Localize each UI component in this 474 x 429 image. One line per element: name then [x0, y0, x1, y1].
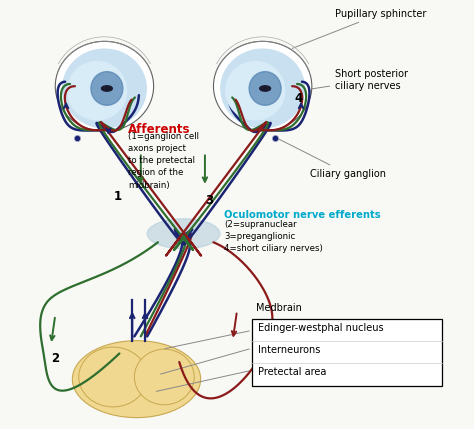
Ellipse shape	[63, 49, 146, 128]
Text: Medbrain: Medbrain	[256, 303, 302, 313]
Ellipse shape	[68, 61, 127, 120]
Ellipse shape	[147, 219, 220, 249]
Text: Short posterior
ciliary nerves: Short posterior ciliary nerves	[302, 69, 408, 91]
Text: 2: 2	[51, 352, 59, 365]
Text: Pretectal area: Pretectal area	[258, 367, 327, 377]
Text: Ciliary ganglion: Ciliary ganglion	[279, 139, 386, 179]
Ellipse shape	[55, 41, 154, 131]
Text: Oculomotor nerve efferents: Oculomotor nerve efferents	[224, 210, 381, 220]
Ellipse shape	[249, 72, 281, 105]
Text: (1=ganglion cell
axons project
to the pretectal
region of the
midbrain): (1=ganglion cell axons project to the pr…	[128, 132, 199, 190]
Text: 3: 3	[205, 194, 213, 207]
Ellipse shape	[134, 349, 194, 405]
Ellipse shape	[73, 341, 201, 417]
Text: 1: 1	[113, 190, 121, 202]
Text: Edinger-westphal nucleus: Edinger-westphal nucleus	[258, 323, 384, 332]
Text: Interneurons: Interneurons	[258, 345, 321, 355]
Text: (2=supranuclear
3=preganglionic
4=short ciliary nerves): (2=supranuclear 3=preganglionic 4=short …	[224, 220, 323, 254]
Text: Pupillary sphincter: Pupillary sphincter	[292, 9, 427, 48]
Text: Afferents: Afferents	[128, 123, 191, 136]
Text: 4: 4	[295, 92, 303, 105]
Ellipse shape	[101, 86, 112, 91]
Ellipse shape	[91, 72, 123, 105]
Ellipse shape	[79, 347, 147, 407]
Ellipse shape	[226, 61, 285, 120]
FancyBboxPatch shape	[252, 319, 442, 386]
Ellipse shape	[260, 86, 271, 91]
Ellipse shape	[213, 41, 312, 131]
Ellipse shape	[221, 49, 304, 128]
